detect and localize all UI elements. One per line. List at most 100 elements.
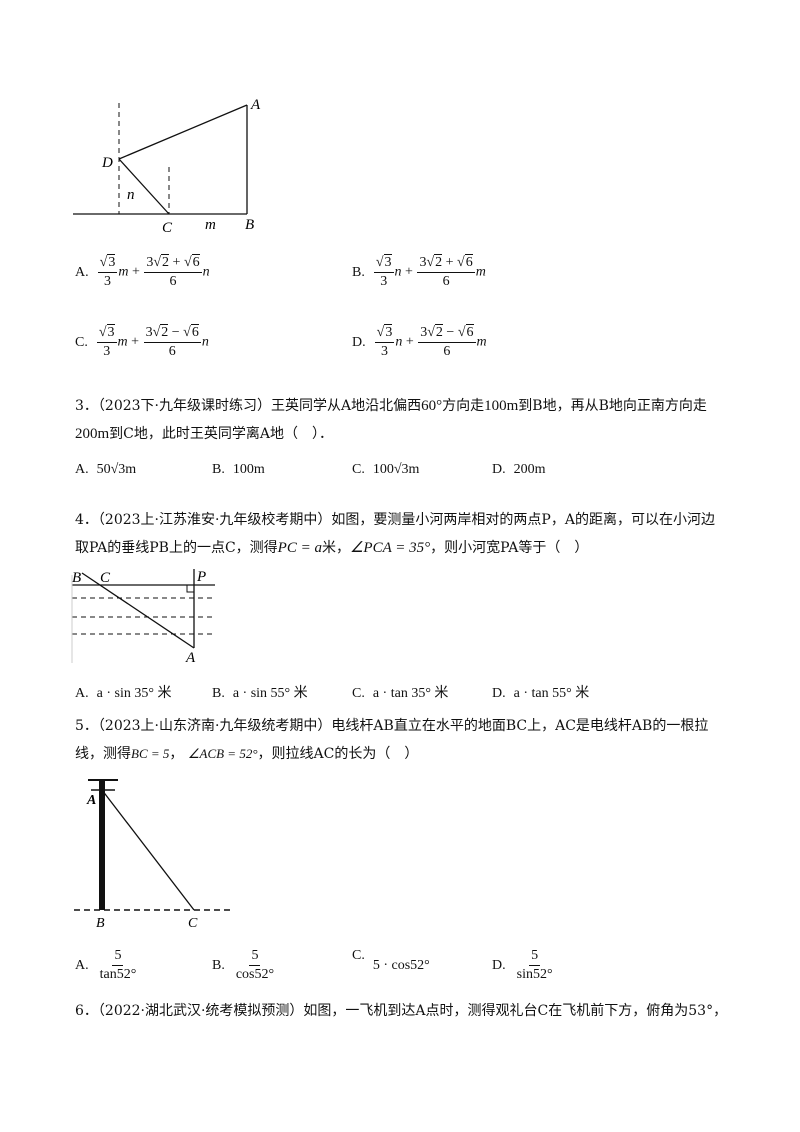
option-text: 50√3m: [96, 462, 137, 477]
fraction: 3√2 − √6 6: [143, 324, 201, 360]
sqrt-sign: √: [376, 325, 385, 340]
q4-pc: PC = a: [277, 540, 322, 556]
q5-option-b[interactable]: B. 5 cos52°: [212, 948, 277, 983]
option-label: A.: [75, 957, 89, 973]
q3-option-b[interactable]: B. 100m: [212, 462, 265, 478]
numerator: √3: [373, 254, 394, 273]
q3-dist2: 200m: [75, 426, 110, 442]
option-text: a · sin 55° 米: [232, 686, 308, 701]
radicand: 3: [384, 324, 393, 340]
q3-text-4: 到C地，此时王英同学离A地（ ）．: [109, 426, 333, 442]
denominator: 6: [442, 274, 450, 289]
q4-option-d[interactable]: D. a · tan 55° 米: [492, 682, 589, 702]
q2-option-d[interactable]: D. √3 3 n + 3√2 − √6 6 m: [352, 324, 487, 360]
denominator: 3: [380, 344, 388, 359]
label-C: C: [100, 570, 111, 586]
fraction: √3 3: [374, 324, 395, 360]
option-text: a · tan 55° 米: [513, 686, 590, 701]
denominator: sin52°: [516, 967, 553, 982]
sqrt-sign: √: [153, 255, 162, 270]
option-text: 200m: [513, 462, 546, 477]
label-A: A: [86, 793, 96, 808]
option-label: A.: [75, 686, 89, 701]
q2-option-a[interactable]: A. √3 3 m + 3√2 + √6 6 n: [75, 254, 210, 290]
radicand: 6: [464, 254, 473, 270]
figure-triangle-dabc: A D n C m B: [73, 97, 261, 236]
denominator: tan52°: [99, 967, 137, 982]
q4-text-4: ，则小河宽PA等于（ ）: [430, 540, 589, 556]
option-label: C.: [352, 686, 365, 701]
figure-pole: A B C: [74, 779, 230, 931]
q2-option-c[interactable]: C. √3 3 m + 3√2 − √6 6 n: [75, 324, 209, 360]
numerator: 3√2 − √6: [418, 324, 476, 343]
fraction: 3√2 + √6 6: [144, 254, 202, 290]
operator-sign: −: [442, 325, 458, 340]
numerator: √3: [374, 324, 395, 343]
plus-sign: +: [402, 334, 418, 350]
option-label: C.: [352, 948, 365, 963]
label-B: B: [245, 217, 254, 233]
q5-bc: BC = 5: [131, 746, 170, 761]
plus-sign: +: [401, 264, 417, 280]
q5-text-2: 线，测得: [75, 746, 131, 762]
q3-angle: 60°: [421, 398, 443, 414]
q3-text-3: 到B地，再从B地向正南方向走: [518, 398, 707, 414]
fraction: 5 cos52°: [234, 948, 276, 983]
denominator: 3: [103, 344, 111, 359]
operator-sign: +: [442, 255, 458, 270]
plus-sign: +: [127, 334, 143, 350]
q3-option-d[interactable]: D. 200m: [492, 462, 546, 478]
coefficient: 3: [419, 255, 427, 270]
variable: m: [475, 264, 486, 280]
q5-angle: ∠ACB = 52°: [187, 746, 258, 761]
q2-option-b[interactable]: B. √3 3 n + 3√2 + √6 6 m: [352, 254, 486, 290]
q4-option-a[interactable]: A. a · sin 35° 米: [75, 682, 171, 702]
q5-option-d[interactable]: D. 5 sin52°: [492, 948, 556, 983]
sqrt-sign: √: [457, 255, 465, 270]
denominator: cos52°: [235, 967, 275, 982]
q3-option-c[interactable]: C. 100√3m: [352, 462, 419, 478]
question-3: 3．（2023下·九年级课时练习）王英同学从A地沿北偏西60°方向走100m到B…: [75, 392, 735, 448]
denominator: 6: [169, 274, 177, 289]
denominator: 3: [380, 274, 388, 289]
q4-option-b[interactable]: B. a · sin 55° 米: [212, 682, 308, 702]
label-B: B: [72, 570, 81, 586]
label-A: A: [185, 650, 196, 665]
q3-option-a[interactable]: A. 50√3m: [75, 462, 136, 478]
q5-option-a[interactable]: A. 5 tan52°: [75, 948, 139, 983]
radicand: 2: [160, 324, 169, 340]
sqrt-sign: √: [152, 325, 161, 340]
q5-option-c[interactable]: C. 5 · cos52°: [352, 948, 430, 973]
question-6: 6．（2022·湖北武汉·统考模拟预测）如图，一飞机到达A点时，测得观礼台C在飞…: [75, 997, 735, 1025]
label-D: D: [101, 155, 113, 171]
option-label: B.: [352, 264, 365, 280]
radicand: 3: [106, 324, 115, 340]
option-label: D.: [492, 462, 506, 477]
fraction: 5 sin52°: [515, 948, 555, 983]
option-label: A.: [75, 264, 89, 280]
plus-sign: +: [128, 264, 144, 280]
option-label: D.: [492, 957, 506, 973]
q4-text-2: 取PA的垂线PB上的一点C，测得: [75, 540, 278, 556]
option-label: B.: [212, 957, 225, 973]
option-label: C.: [352, 462, 365, 477]
sqrt-sign: √: [375, 255, 384, 270]
label-P: P: [196, 569, 206, 585]
sqrt-sign: √: [427, 325, 435, 340]
q4-option-c[interactable]: C. a · tan 35° 米: [352, 682, 448, 702]
fraction: 3√2 + √6 6: [417, 254, 475, 290]
option-text: 5 · cos52°: [372, 958, 430, 973]
variable: m: [476, 334, 487, 350]
coefficient: 3: [146, 255, 154, 270]
q6-text-1: 6．（2022·湖北武汉·统考模拟预测）如图，一飞机到达A点时，测得观礼台C在飞…: [75, 1003, 728, 1019]
option-text: a · tan 35° 米: [372, 686, 449, 701]
option-label: D.: [352, 334, 366, 350]
label-A: A: [250, 97, 261, 113]
question-4: 4．（2023上·江苏淮安·九年级校考期中）如图，要测量小河两岸相对的两点P，A…: [75, 506, 735, 562]
q4-text-3: 米，: [321, 540, 350, 556]
variable: m: [118, 264, 129, 280]
fraction: √3 3: [97, 254, 118, 290]
variable: n: [201, 334, 209, 350]
sqrt-sign: √: [183, 255, 192, 270]
variable: m: [117, 334, 128, 350]
